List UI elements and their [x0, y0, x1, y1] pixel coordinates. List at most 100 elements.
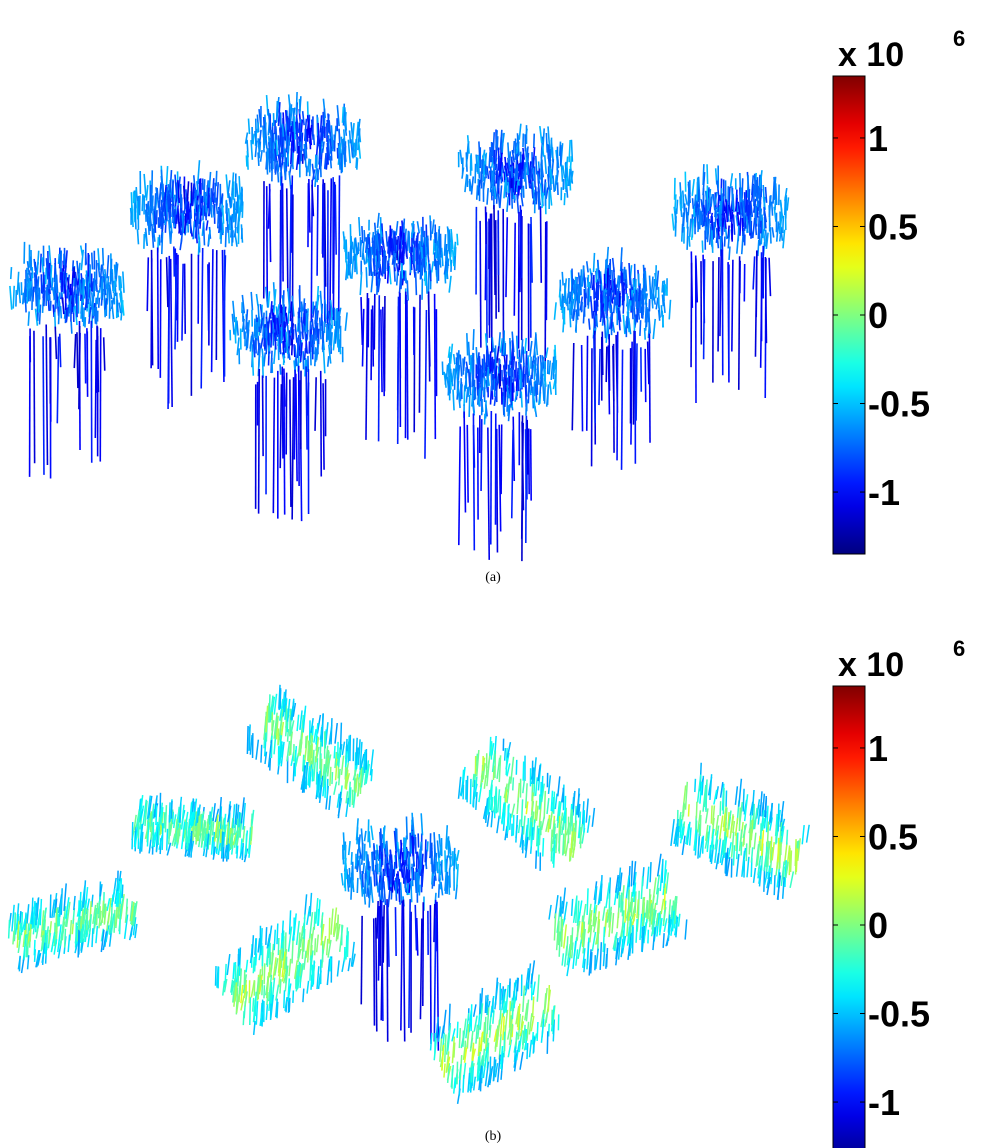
- arrow: [801, 824, 805, 845]
- arrow: [360, 915, 363, 1005]
- arrow: [276, 923, 279, 945]
- arrow: [501, 132, 505, 146]
- arrow: [71, 270, 75, 285]
- arrow: [216, 182, 219, 206]
- arrow: [512, 140, 516, 154]
- arrow: [57, 253, 61, 265]
- arrow: [329, 766, 332, 786]
- arrow: [569, 935, 572, 958]
- arrow: [344, 751, 348, 768]
- arrow: [766, 871, 771, 889]
- arrow: [238, 204, 242, 222]
- arrow: [260, 317, 264, 329]
- arrow: [554, 360, 558, 384]
- arrow: [259, 1011, 263, 1026]
- arrow: [26, 929, 32, 947]
- arrow: [289, 125, 293, 142]
- arrow: [644, 270, 648, 292]
- arrow: [249, 735, 253, 755]
- arrow: [700, 199, 704, 213]
- arrow: [567, 278, 570, 298]
- arrow: [488, 789, 491, 810]
- arrow: [277, 154, 282, 168]
- arrow: [203, 833, 208, 850]
- arrow: [74, 289, 77, 304]
- arrow: [177, 827, 181, 844]
- arrow: [466, 424, 469, 503]
- arrow: [489, 784, 493, 811]
- arrow: [235, 993, 240, 1013]
- arrow: [598, 883, 603, 904]
- arrow: [369, 876, 373, 892]
- arrow: [353, 138, 358, 158]
- arrow: [686, 821, 691, 845]
- arrow: [33, 258, 37, 271]
- arrow: [207, 230, 211, 245]
- arrow: [594, 886, 598, 904]
- arrow: [479, 993, 482, 1015]
- arrow: [359, 271, 363, 296]
- arrow: [755, 193, 760, 206]
- arrow: [68, 295, 72, 314]
- arrow: [569, 809, 573, 835]
- arrow: [315, 934, 320, 953]
- arrow: [246, 150, 249, 170]
- arrow: [778, 822, 783, 847]
- arrow: [777, 837, 780, 863]
- arrow: [299, 962, 304, 983]
- arrow: [361, 308, 365, 367]
- vector-cluster-3: [457, 123, 574, 370]
- arrow: [270, 350, 273, 374]
- arrow: [275, 984, 280, 1001]
- arrow: [526, 1043, 529, 1060]
- arrow: [569, 156, 573, 170]
- arrow: [393, 232, 397, 254]
- arrow: [257, 152, 260, 166]
- arrow: [496, 815, 501, 834]
- arrow: [116, 300, 119, 313]
- arrow: [741, 178, 744, 199]
- arrow: [629, 891, 633, 913]
- arrow: [303, 325, 307, 341]
- arrow: [379, 226, 383, 238]
- colorbar-tick-label: 0.5: [868, 206, 918, 247]
- arrow: [272, 377, 276, 514]
- arrow: [192, 798, 198, 826]
- arrow: [605, 947, 609, 968]
- vector-cluster-7: [229, 282, 348, 522]
- arrow: [95, 925, 99, 944]
- arrow: [462, 1074, 465, 1093]
- arrow: [299, 137, 303, 162]
- arrow: [238, 981, 242, 995]
- arrow: [512, 416, 516, 482]
- arrow: [237, 965, 240, 987]
- arrow: [173, 820, 179, 847]
- arrow: [273, 929, 277, 951]
- arrow: [541, 775, 544, 796]
- arrow: [530, 768, 536, 785]
- arrow: [678, 811, 682, 828]
- arrow: [430, 261, 435, 273]
- arrow: [354, 237, 359, 256]
- arrow: [348, 243, 352, 264]
- arrow: [576, 900, 580, 926]
- arrow: [527, 355, 531, 376]
- arrow: [534, 777, 539, 796]
- arrow: [285, 331, 289, 355]
- arrow: [321, 915, 324, 936]
- arrow: [293, 344, 296, 358]
- arrow: [777, 872, 781, 900]
- arrow: [39, 898, 43, 926]
- arrow: [405, 816, 408, 840]
- arrow: [394, 881, 398, 896]
- arrow: [12, 285, 16, 309]
- arrow: [169, 169, 173, 193]
- arrow: [552, 823, 556, 845]
- arrow: [58, 333, 62, 368]
- arrow: [486, 187, 489, 205]
- arrow: [499, 338, 504, 353]
- arrow: [328, 795, 332, 810]
- arrow: [144, 800, 148, 827]
- arrow: [743, 794, 749, 822]
- arrow: [271, 127, 274, 144]
